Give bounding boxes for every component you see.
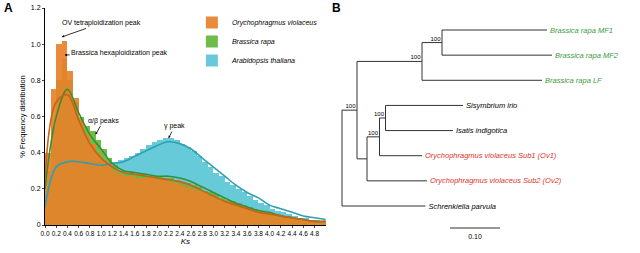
svg-text:Ks: Ks xyxy=(181,237,190,246)
svg-text:0.6: 0.6 xyxy=(74,230,83,237)
svg-text:2.8: 2.8 xyxy=(198,230,207,237)
html-text:A: A xyxy=(4,1,13,15)
svg-text:Orychophragmus violaceus Sub2: Orychophragmus violaceus Sub2 (Ov2) xyxy=(430,176,562,185)
svg-text:1.4: 1.4 xyxy=(119,230,128,237)
svg-text:Brassica rapa: Brassica rapa xyxy=(232,38,275,46)
svg-text:4.0: 4.0 xyxy=(265,230,274,237)
svg-text:1.2: 1.2 xyxy=(108,230,117,237)
svg-text:0.6: 0.6 xyxy=(31,113,41,120)
svg-text:4.4: 4.4 xyxy=(288,230,297,237)
svg-text:Arabidopsis thaliana: Arabidopsis thaliana xyxy=(231,57,295,65)
svg-text:0.2: 0.2 xyxy=(31,185,41,192)
svg-text:4.8: 4.8 xyxy=(310,230,319,237)
svg-text:100: 100 xyxy=(430,36,441,42)
svg-text:3.0: 3.0 xyxy=(209,230,218,237)
svg-text:% Frequency distribution: % Frequency distribution xyxy=(18,75,27,158)
svg-text:3.4: 3.4 xyxy=(231,230,240,237)
svg-text:2.2: 2.2 xyxy=(164,230,173,237)
svg-text:4.2: 4.2 xyxy=(276,230,285,237)
svg-text:3.8: 3.8 xyxy=(254,230,263,237)
svg-text:0.10: 0.10 xyxy=(468,233,482,240)
svg-text:0.4: 0.4 xyxy=(31,149,41,156)
svg-text:1.0: 1.0 xyxy=(97,230,106,237)
svg-text:100: 100 xyxy=(374,111,385,117)
svg-text:100: 100 xyxy=(410,54,421,60)
svg-text:100: 100 xyxy=(368,130,379,136)
svg-text:1.0: 1.0 xyxy=(31,41,41,48)
svg-text:3.2: 3.2 xyxy=(220,230,229,237)
svg-text:Brassica hexaploidization peak: Brassica hexaploidization peak xyxy=(71,49,168,57)
svg-text:Schrenkiella parvula: Schrenkiella parvula xyxy=(429,202,497,211)
svg-text:γ peak: γ peak xyxy=(164,122,185,130)
svg-text:Sisymbrium irio: Sisymbrium irio xyxy=(466,101,517,110)
svg-text:0: 0 xyxy=(37,221,41,228)
svg-text:Orychophragmus violaceus: Orychophragmus violaceus xyxy=(232,19,317,27)
svg-text:Isatis indigotica: Isatis indigotica xyxy=(456,126,507,135)
svg-text:3.6: 3.6 xyxy=(243,230,252,237)
svg-text:0.0: 0.0 xyxy=(40,230,49,237)
svg-text:α/β peaks: α/β peaks xyxy=(88,117,119,125)
svg-text:Brassica rapa MF1: Brassica rapa MF1 xyxy=(550,26,613,35)
svg-text:Brassica rapa LF: Brassica rapa LF xyxy=(545,76,602,85)
svg-text:OV tetraploidization peak: OV tetraploidization peak xyxy=(62,19,141,27)
svg-text:1.2: 1.2 xyxy=(31,4,41,11)
svg-text:4.6: 4.6 xyxy=(299,230,308,237)
svg-text:0.2: 0.2 xyxy=(52,230,61,237)
svg-text:Orychophragmus violaceus Sub1: Orychophragmus violaceus Sub1 (Ov1) xyxy=(425,151,557,160)
svg-text:B: B xyxy=(332,1,341,15)
svg-text:1.6: 1.6 xyxy=(130,230,139,237)
svg-text:2.0: 2.0 xyxy=(153,230,162,237)
svg-text:1.8: 1.8 xyxy=(142,230,151,237)
svg-text:100: 100 xyxy=(345,103,356,109)
svg-text:2.4: 2.4 xyxy=(175,230,184,237)
svg-text:0.4: 0.4 xyxy=(63,230,72,237)
svg-text:0.8: 0.8 xyxy=(85,230,94,237)
svg-text:0.8: 0.8 xyxy=(31,77,41,84)
svg-text:2.6: 2.6 xyxy=(186,230,195,237)
svg-text:Brassica rapa MF2: Brassica rapa MF2 xyxy=(555,51,619,60)
